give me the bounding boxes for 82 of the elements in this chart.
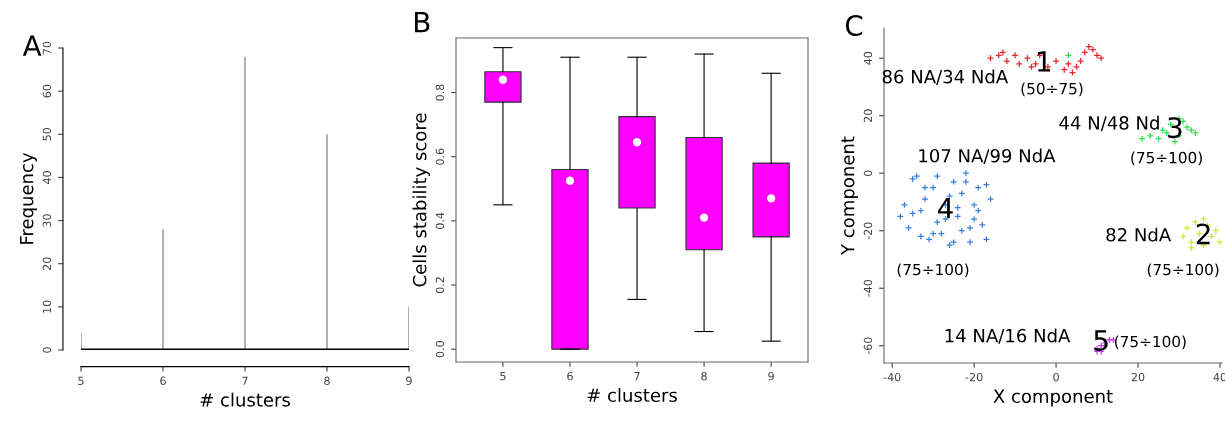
x-tick-label: 5 <box>78 376 84 385</box>
y-tick-label: 20 <box>42 257 52 270</box>
y-axis-title: Y component <box>841 136 858 255</box>
y-tick-label: 0.8 <box>435 84 445 101</box>
point <box>1011 51 1019 59</box>
annotation: 107 NA/99 NdA <box>919 148 1056 164</box>
annotation: (75÷100) <box>897 263 969 278</box>
annotation: 1 <box>1038 51 1051 72</box>
x-axis-title: # clusters <box>200 392 290 407</box>
x-tick-label: 0 <box>1053 372 1059 382</box>
x-axis-title: X component <box>993 389 1113 407</box>
point <box>1052 57 1060 65</box>
y-tick-label: 50 <box>42 127 52 141</box>
y-tick-label: 10 <box>42 300 52 313</box>
point <box>962 178 970 186</box>
point <box>966 238 974 246</box>
point <box>978 221 986 229</box>
chart-title: A <box>22 35 42 56</box>
x-tick-label: 7 <box>634 372 640 381</box>
y-axis-title: Cells stability score <box>412 113 430 287</box>
point <box>933 172 941 180</box>
point <box>945 241 954 249</box>
point <box>1093 51 1101 59</box>
point <box>1003 57 1011 65</box>
x-tick-label: 20 <box>1131 372 1145 382</box>
x-axis-title: # clusters <box>587 388 677 403</box>
y-tick-label: 20 <box>863 109 873 122</box>
point <box>1187 244 1195 252</box>
point <box>1179 232 1187 241</box>
annotation: (75÷100) <box>1114 335 1186 350</box>
annotation: (75÷100) <box>1147 263 1219 278</box>
point <box>909 175 917 183</box>
y-tick-label: 0.6 <box>435 148 445 165</box>
annotation: 4 <box>937 198 953 219</box>
y-tick-label: 70 <box>42 41 52 55</box>
x-tick-label: 6 <box>160 376 166 385</box>
annotation: 44 N/48 Nd <box>1059 115 1159 132</box>
point <box>1138 135 1146 143</box>
x-tick-label: 8 <box>324 376 330 385</box>
point <box>962 169 970 177</box>
x-tick-label: -20 <box>965 372 983 382</box>
point <box>966 224 974 232</box>
point <box>921 184 929 192</box>
chart-title: B <box>415 11 430 33</box>
y-tick-label: -60 <box>863 337 873 355</box>
point <box>1159 126 1167 134</box>
annotation: (75÷100) <box>1131 151 1202 166</box>
y-tick-label: 40 <box>42 171 52 184</box>
y-tick-label: 0.0 <box>435 341 445 358</box>
y-tick-label: 40 <box>863 51 873 65</box>
x-tick-label: 5 <box>500 372 506 381</box>
x-tick-label: 7 <box>242 376 248 385</box>
y-tick-label: 0.4 <box>435 212 445 229</box>
annotation: 14 NA/16 NdA <box>945 328 1071 344</box>
y-tick-label: 0 <box>42 347 52 353</box>
point <box>1216 238 1222 246</box>
y-axis-title: Frequency <box>19 152 37 244</box>
point <box>1015 60 1023 68</box>
x-tick-label: -40 <box>883 372 901 382</box>
point <box>933 218 941 226</box>
annotation: 86 NA/34 NdA <box>882 69 1009 85</box>
point <box>921 195 929 203</box>
point <box>1191 129 1199 137</box>
point <box>1089 45 1097 54</box>
annotation: (50÷75) <box>1021 82 1083 97</box>
annotation: 2 <box>1196 223 1210 245</box>
x-tick-label: 9 <box>406 376 412 385</box>
point <box>913 172 921 180</box>
x-tick-label: 8 <box>701 371 707 381</box>
point <box>986 195 995 203</box>
x-tick-label: 6 <box>567 371 573 381</box>
x-tick-label: 9 <box>768 371 774 381</box>
y-tick-label: 0 <box>863 170 873 177</box>
y-tick-label: 30 <box>42 214 52 227</box>
point <box>1187 126 1195 134</box>
y-tick-label: -40 <box>863 279 873 297</box>
chart-title: C <box>845 15 863 37</box>
y-tick-label: 60 <box>42 84 52 98</box>
annotation: 3 <box>1168 117 1182 139</box>
annotation: 82 NdA <box>1106 227 1172 242</box>
y-tick-label: 0.2 <box>435 277 445 294</box>
y-tick-label: -20 <box>863 222 873 240</box>
